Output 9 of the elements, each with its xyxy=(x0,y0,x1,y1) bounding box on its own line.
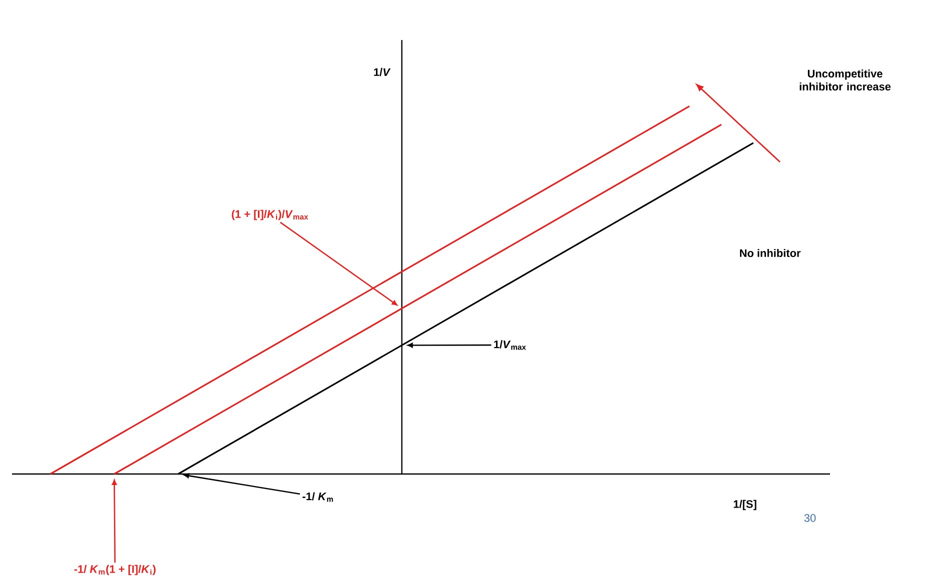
text: -1/ K$_{m}$ xyxy=(302,492,333,502)
annotation: 1/V$_{max}$ xyxy=(494,340,526,350)
y-axis-title: 1/V xyxy=(374,68,391,76)
text: 30 xyxy=(804,514,816,522)
text: Uncompetitive inhibitor increase xyxy=(800,69,891,90)
annotation: (1 + [I]/K$_{i}$)/V$_{max}$ xyxy=(232,210,308,220)
text: No inhibitor xyxy=(740,248,801,258)
text: -1/ K$_{m}$(1 + [I]/K$_{i}$) xyxy=(74,564,156,576)
x-axis-title: 1/[S] xyxy=(734,500,756,510)
